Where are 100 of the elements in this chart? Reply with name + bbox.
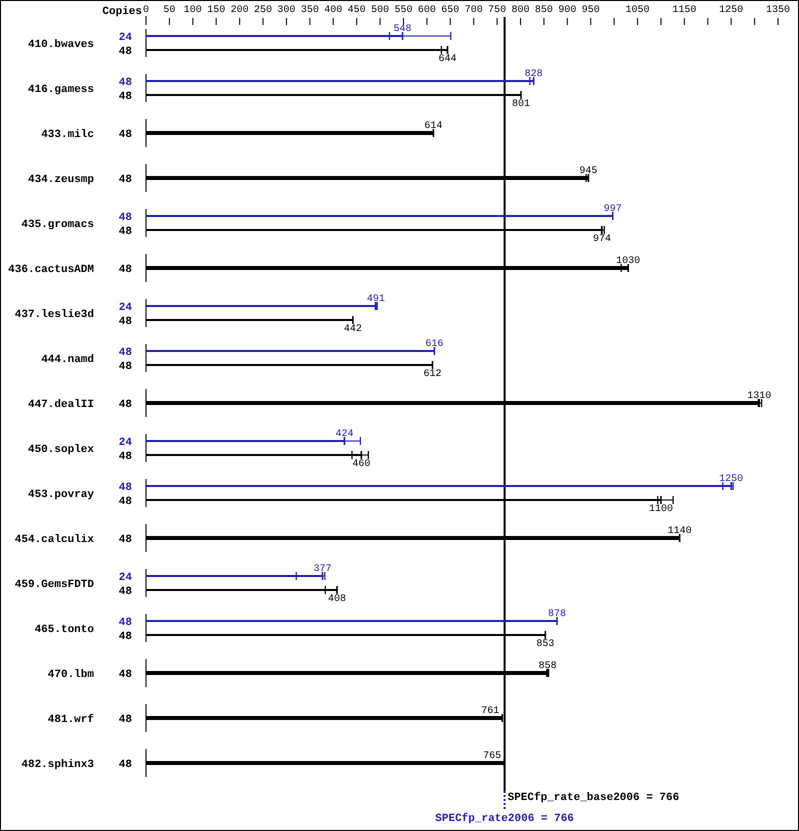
ref-line-label: SPECfp_rate_base2006 = 766: [508, 791, 680, 804]
y-tick-label: 459.GemsFDTD: [14, 579, 94, 591]
text: 48: [118, 399, 132, 411]
text: 48: [118, 347, 132, 359]
x-tick-label: 900: [558, 5, 576, 16]
x-tick-label: 100: [184, 5, 202, 16]
text: 24: [118, 302, 132, 314]
data-label: 853: [536, 639, 554, 650]
data-label: 1140: [668, 526, 692, 537]
data-label: 945: [579, 166, 598, 177]
x-tick-label: 250: [254, 5, 272, 16]
data-label: 424: [335, 429, 354, 440]
x-tick-label: 1250: [719, 5, 744, 16]
text: 48: [118, 46, 132, 58]
text: 48: [118, 669, 132, 681]
y-tick-label: 447.dealII: [28, 399, 94, 411]
x-tick-label: 200: [230, 5, 249, 16]
x-tick-label: 500: [371, 5, 390, 16]
y-tick-label: 444.namd: [41, 354, 94, 366]
data-label: 442: [344, 324, 362, 335]
data-label: 644: [438, 54, 456, 65]
text: 48: [118, 714, 132, 726]
y-tick-label: 454.calculix: [14, 534, 94, 546]
x-tick-label: 800: [512, 5, 530, 16]
bar: [146, 575, 322, 577]
data-label: 1310: [747, 391, 772, 402]
data-label: 1250: [719, 474, 744, 485]
ref-line-label: SPECfp_rate2006 = 766: [435, 812, 574, 825]
x-tick-label: 150: [207, 5, 226, 16]
data-label: 761: [481, 706, 500, 717]
y-tick-label: 465.tonto: [34, 624, 94, 636]
x-tick-label: 300: [277, 5, 296, 16]
y-axis-title: Copies: [102, 6, 142, 18]
data-label: 997: [604, 204, 622, 215]
y-tick-label: 482.sphinx3: [21, 759, 94, 771]
y-tick-label: 437.leslie3d: [14, 309, 94, 321]
x-tick-label: 750: [488, 5, 506, 16]
y-tick-label: 450.soplex: [28, 444, 94, 456]
text: 48: [118, 361, 132, 373]
text: 48: [118, 129, 132, 141]
text: 48: [118, 316, 132, 328]
text: 48: [118, 212, 132, 224]
x-tick-label: 600: [418, 5, 436, 16]
data-label: 828: [524, 69, 543, 80]
bar: [146, 80, 534, 82]
y-tick-label: 416.gamess: [28, 84, 94, 96]
data-label: 878: [548, 609, 566, 620]
y-tick-label: 435.gromacs: [21, 219, 94, 231]
text: 48: [118, 77, 132, 89]
x-tick-label: 400: [324, 5, 342, 16]
bar: [146, 350, 434, 352]
data-label: 1100: [648, 504, 673, 515]
y-tick-label: 470.lbm: [48, 669, 94, 681]
data-label: 614: [424, 121, 442, 132]
data-label: 616: [425, 339, 444, 350]
data-label: 765: [483, 751, 502, 762]
text: 48: [118, 174, 132, 186]
x-tick-label: 1350: [766, 5, 790, 16]
x-tick-label: 950: [582, 5, 600, 16]
text: 48: [118, 264, 132, 276]
text: 48: [118, 759, 132, 771]
data-label: 548: [394, 24, 412, 35]
bar: [146, 620, 558, 622]
text: 48: [118, 617, 132, 629]
text: 48: [118, 226, 132, 238]
x-tick-label: 550: [394, 5, 412, 16]
data-label: 612: [424, 369, 442, 380]
x-tick-label: 450: [348, 5, 366, 16]
x-tick-label: 50: [163, 5, 176, 16]
data-label: 460: [352, 459, 370, 470]
bar: [146, 215, 613, 217]
text: 48: [118, 631, 132, 643]
text: 48: [118, 586, 132, 598]
x-tick-label: 1150: [672, 5, 696, 16]
y-tick-label: 433.milc: [41, 129, 94, 141]
x-tick-label: 1050: [626, 5, 650, 16]
text: 24: [118, 437, 132, 449]
data-label: 1030: [616, 256, 640, 267]
text: 48: [118, 534, 132, 546]
x-tick-label: 0: [142, 5, 150, 16]
y-tick-label: 434.zeusmp: [28, 174, 94, 186]
text: 48: [118, 451, 132, 463]
x-tick-label: 350: [300, 5, 319, 16]
text: 48: [118, 496, 132, 508]
text: 24: [118, 32, 132, 44]
data-label: 858: [538, 661, 557, 672]
x-tick-label: 850: [534, 5, 553, 16]
x-tick-label: 700: [464, 5, 483, 16]
data-label: 377: [313, 564, 332, 575]
data-label: 801: [512, 99, 530, 110]
y-tick-label: 410.bwaves: [28, 39, 94, 51]
data-label: 491: [366, 294, 385, 305]
y-tick-label: 481.wrf: [48, 713, 94, 726]
data-label: 974: [592, 234, 611, 245]
y-tick-label: 436.cactusADM: [8, 264, 94, 276]
y-tick-label: 453.povray: [28, 489, 94, 501]
text: 24: [118, 572, 132, 584]
text: 48: [118, 482, 132, 494]
x-tick-label: 650: [441, 5, 460, 16]
data-label: 408: [328, 594, 346, 605]
